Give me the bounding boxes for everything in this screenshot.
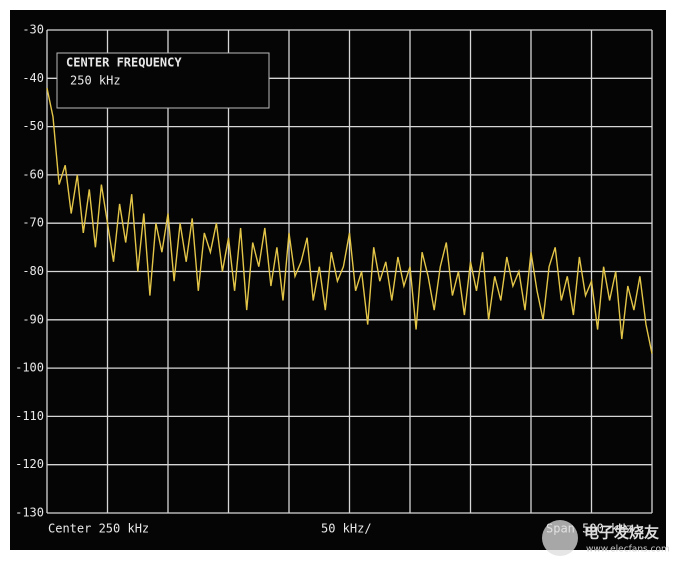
y-tick-label: -30 (22, 23, 44, 37)
y-tick-label: -50 (22, 119, 44, 133)
y-tick-label: -90 (22, 312, 44, 326)
footer-per-division: 50 kHz/ (321, 522, 372, 536)
marker-box (56, 52, 270, 109)
grid (46, 29, 653, 514)
trace-line (46, 87, 653, 354)
watermark-logo (542, 520, 578, 556)
watermark-url: www.elecfans.com (586, 545, 670, 555)
y-tick-label: -80 (22, 264, 44, 278)
y-tick-label: -100 (15, 361, 44, 375)
y-tick-label: -110 (15, 409, 44, 423)
y-tick-label: -120 (15, 457, 44, 471)
marker-title: CENTER FREQUENCY (66, 56, 182, 70)
y-tick-label: -70 (22, 216, 44, 230)
y-tick-label: -130 (15, 506, 44, 520)
marker-value: 250 kHz (70, 74, 121, 88)
watermark-name: 电子发烧友 (584, 524, 659, 542)
footer-center: Center 250 kHz (48, 522, 149, 536)
y-tick-label: -60 (22, 167, 44, 181)
trace-layer (46, 87, 653, 354)
y-tick-label: -40 (22, 71, 44, 85)
